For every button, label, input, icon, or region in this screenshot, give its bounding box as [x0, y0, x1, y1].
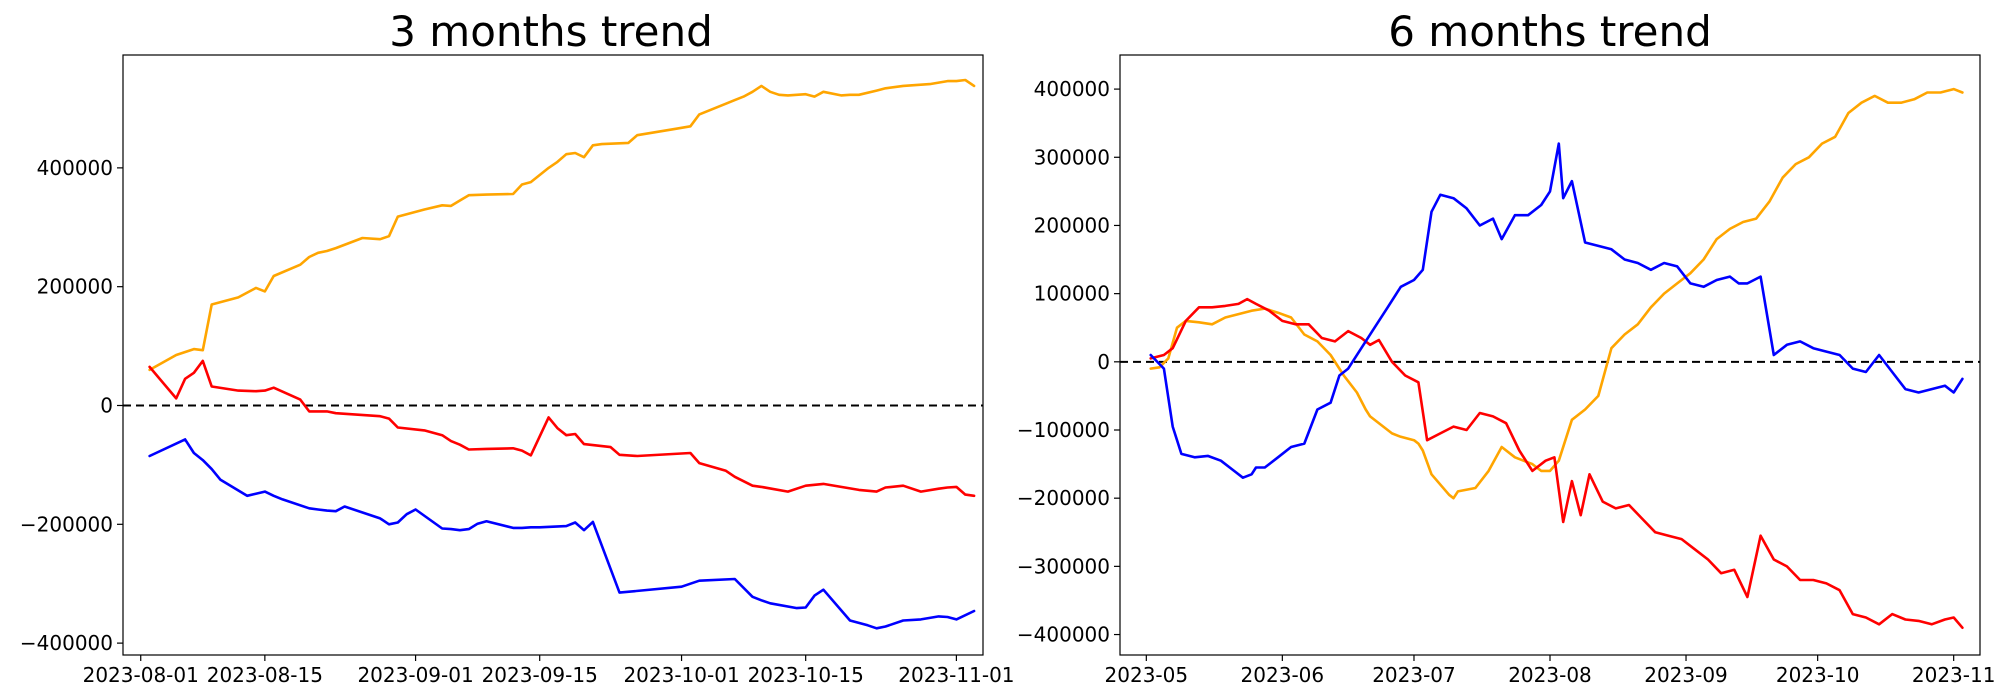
series-line-2 [148, 438, 976, 630]
y-tick-label: 200000 [37, 275, 113, 299]
x-tick-label: 2023-09 [1644, 663, 1728, 687]
x-tick-label: 2023-11 [1912, 663, 1996, 687]
y-tick-label: 300000 [1034, 145, 1110, 169]
x-tick-label: 2023-08-15 [207, 663, 323, 687]
y-tick-label: −200000 [20, 512, 113, 536]
x-tick-label: 2023-08-01 [83, 663, 199, 687]
series-line-0 [1149, 87, 1964, 500]
axes-frame [122, 54, 984, 656]
chart-panel-3-months: 3 months trend −400000 −200000 0 200000 4000… [20, 7, 1015, 687]
axes-frame [1119, 54, 1981, 656]
x-tick-label: 2023-08 [1508, 663, 1592, 687]
y-tick-label: −400000 [1017, 623, 1110, 647]
x-tick-label: 2023-09-01 [357, 663, 473, 687]
y-tick-label: 200000 [1034, 213, 1110, 237]
y-tick-label: −100000 [1017, 418, 1110, 442]
series-line-2 [1149, 142, 1964, 480]
x-tick-label: 2023-05 [1105, 663, 1189, 687]
series-line-0 [148, 78, 976, 372]
x-tick-label: 2023-07 [1372, 663, 1456, 687]
y-tick-label: −300000 [1017, 554, 1110, 578]
x-tick-label: 2023-10 [1776, 663, 1860, 687]
x-tick-label: 2023-10-15 [748, 663, 864, 687]
x-tick-label: 2023-11-01 [898, 663, 1014, 687]
y-tick-label: 400000 [1034, 77, 1110, 101]
chart-title: 3 months trend [389, 7, 713, 56]
y-tick-label: −400000 [20, 631, 113, 655]
series-line-1 [1149, 297, 1964, 630]
x-tick-label: 2023-09-15 [482, 663, 598, 687]
y-tick-label: −200000 [1017, 486, 1110, 510]
y-tick-label: 400000 [37, 156, 113, 180]
chart-panel-6-months: 6 months trend −400000 −300000 −200000 −100… [1017, 7, 1996, 687]
y-tick-label: 0 [100, 393, 113, 417]
chart-title: 6 months trend [1388, 7, 1712, 56]
y-tick-label: 100000 [1034, 282, 1110, 306]
plot-area: −400000 −200000 0 200000 400000 2023-08-01 202… [20, 54, 1015, 687]
series-line-1 [148, 359, 976, 498]
plot-area: −400000 −300000 −200000 −100000 0 100000 20000… [1017, 54, 1996, 687]
y-tick-label: 0 [1097, 350, 1110, 374]
x-tick-label: 2023-10-01 [623, 663, 739, 687]
x-tick-label: 2023-06 [1241, 663, 1325, 687]
